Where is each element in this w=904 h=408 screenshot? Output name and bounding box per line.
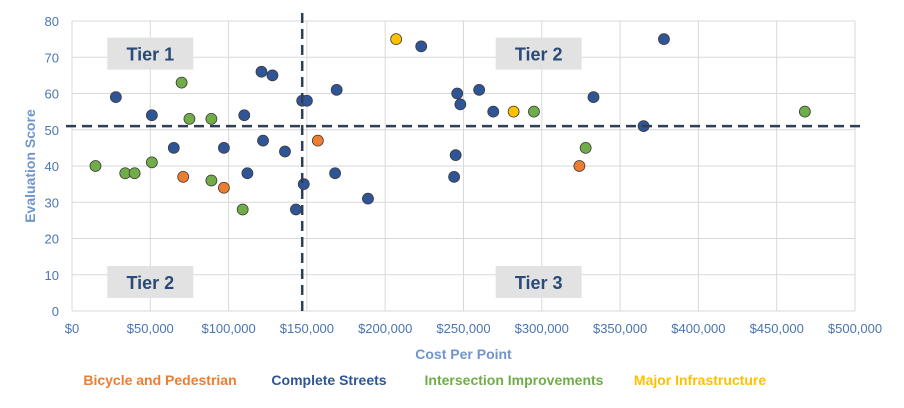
y-tick-label: 20 — [45, 232, 59, 247]
x-tick-label: $50,000 — [127, 321, 174, 336]
point-complete-streets — [167, 141, 180, 154]
point-complete-streets — [255, 65, 268, 78]
point-complete-streets — [658, 33, 670, 46]
point-intersection-improvements — [236, 203, 249, 216]
legend-entry-bicycle-and-pedestrian: Bicycle and Pedestrian — [83, 372, 237, 388]
y-tick-label: 30 — [45, 195, 59, 210]
tier-label-background — [107, 37, 194, 70]
point-complete-streets — [449, 149, 462, 162]
x-tick-label: $0 — [65, 321, 79, 336]
y-tick-label: 70 — [45, 50, 59, 65]
x-tick-label: $100,000 — [201, 321, 255, 336]
tier-label: Tier 2 — [107, 266, 194, 298]
point-intersection-improvements — [175, 76, 188, 89]
point-major-infrastructure — [507, 105, 520, 118]
data-points — [89, 33, 811, 216]
scatter-chart: $0 $50,000 $100,000 $150,000 $200,000 $250,00… — [22, 13, 882, 362]
x-tick-label: $350,000 — [593, 321, 647, 336]
tier-label: Tier 3 — [495, 266, 582, 298]
legend-entry-complete-streets: Complete Streets — [271, 372, 387, 388]
legend-entry-major-infrastructure: Major Infrastructure — [633, 372, 767, 388]
tier-label: Tier 2 — [495, 37, 582, 70]
x-tick-label: $400,000 — [671, 321, 725, 336]
point-intersection-improvements — [579, 141, 592, 154]
point-bicycle-and-pedestrian — [311, 134, 324, 147]
y-tick-label: 40 — [45, 159, 59, 174]
point-bicycle-and-pedestrian — [177, 170, 190, 183]
x-tick-label: $500,000 — [828, 321, 882, 336]
point-complete-streets — [451, 87, 464, 100]
point-complete-streets — [330, 83, 343, 96]
point-complete-streets — [238, 109, 251, 122]
tier-label-text: Tier 2 — [515, 45, 563, 65]
point-intersection-improvements — [798, 105, 811, 118]
legend-entry-intersection-improvements: Intersection Improvements — [424, 372, 604, 388]
threshold-lines — [66, 13, 864, 311]
point-complete-streets — [297, 178, 310, 191]
tier-label-background — [495, 37, 582, 70]
tier-label-background — [495, 266, 582, 298]
point-complete-streets — [218, 141, 230, 154]
point-complete-streets — [487, 105, 500, 118]
point-complete-streets — [362, 192, 374, 205]
x-tick-label: $450,000 — [750, 321, 804, 336]
point-major-infrastructure — [390, 33, 403, 46]
x-axis-ticks: $0 $50,000 $100,000 $150,000 $200,000 $250,00… — [65, 321, 882, 336]
point-complete-streets — [454, 98, 467, 111]
y-axis-ticks: 0 10 20 30 40 50 60 70 80 — [45, 14, 59, 319]
point-intersection-improvements — [128, 167, 141, 180]
tier-labels: Tier 1 Tier 2 Tier 2 Tier 3 — [107, 37, 582, 298]
point-complete-streets — [145, 109, 158, 122]
point-complete-streets — [587, 91, 600, 104]
point-complete-streets — [448, 170, 461, 183]
point-bicycle-and-pedestrian — [573, 160, 586, 172]
tier-label-text: Tier 2 — [126, 273, 174, 293]
point-intersection-improvements — [528, 105, 540, 118]
point-complete-streets — [257, 134, 269, 147]
point-intersection-improvements — [145, 156, 158, 169]
y-tick-label: 80 — [45, 14, 59, 29]
point-complete-streets — [329, 167, 341, 180]
tier-label: Tier 1 — [107, 37, 194, 70]
x-tick-label: $300,000 — [515, 321, 569, 336]
y-axis-title: Evaluation Score — [22, 109, 38, 223]
x-tick-label: $250,000 — [436, 321, 490, 336]
point-complete-streets — [109, 91, 122, 104]
x-axis-title: Cost Per Point — [415, 346, 512, 362]
point-complete-streets — [473, 83, 486, 96]
tier-label-text: Tier 1 — [126, 45, 174, 65]
point-bicycle-and-pedestrian — [218, 181, 230, 194]
y-tick-label: 60 — [45, 87, 59, 102]
point-intersection-improvements — [205, 174, 218, 187]
point-complete-streets — [241, 167, 254, 180]
tier-label-text: Tier 3 — [515, 273, 563, 293]
point-intersection-improvements — [183, 112, 196, 125]
point-intersection-improvements — [205, 112, 218, 125]
point-complete-streets — [266, 69, 279, 82]
point-complete-streets — [415, 40, 428, 53]
x-tick-label: $150,000 — [280, 321, 334, 336]
x-tick-label: $200,000 — [358, 321, 412, 336]
y-tick-label: 50 — [45, 123, 59, 138]
y-tick-label: 0 — [52, 304, 59, 319]
legend: Bicycle and Pedestrian Complete Streets In… — [0, 372, 904, 396]
tier-label-background — [107, 266, 194, 298]
point-intersection-improvements — [89, 160, 102, 172]
point-complete-streets — [279, 145, 291, 158]
point-complete-streets — [290, 203, 302, 216]
y-tick-label: 10 — [45, 268, 59, 283]
